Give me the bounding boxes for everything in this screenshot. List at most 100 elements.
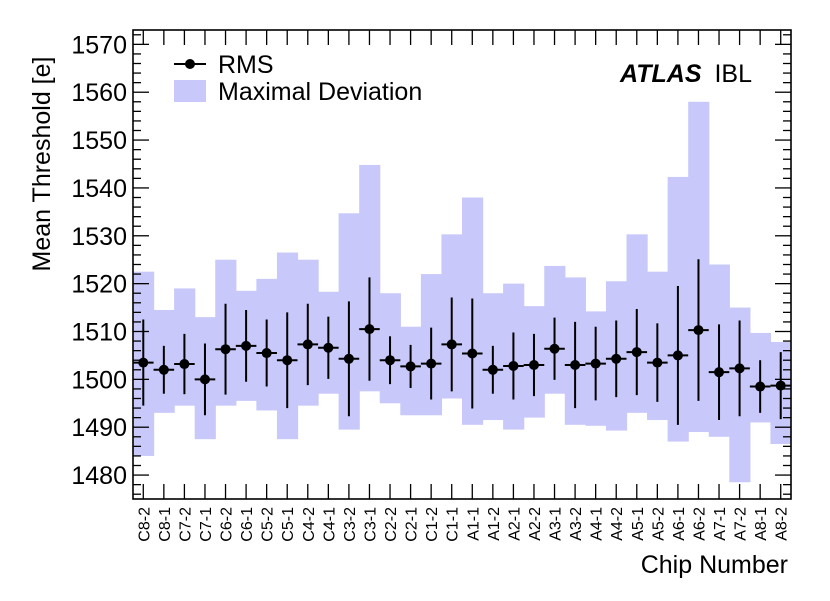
x-tick-label: A3-1 <box>548 507 565 541</box>
rms-marker <box>693 325 704 336</box>
rms-marker <box>714 367 725 378</box>
rms-point-group <box>256 319 277 387</box>
x-tick-label: A4-1 <box>589 507 606 541</box>
rms-point-group <box>729 320 750 417</box>
x-tick-label: A2-2 <box>527 507 544 541</box>
legend-deviation-swatch <box>174 80 206 102</box>
rms-point-group <box>379 336 401 385</box>
x-tick-label: A2-1 <box>506 507 523 541</box>
rms-point-group <box>194 343 216 416</box>
x-axis-title: Chip Number <box>641 551 788 579</box>
rms-marker <box>775 380 786 391</box>
rms-marker <box>302 339 313 350</box>
rms-marker <box>549 343 560 354</box>
y-tick-label: 1490 <box>71 414 127 442</box>
legend-deviation-label: Maximal Deviation <box>218 78 422 106</box>
rms-point-group <box>749 360 771 413</box>
rms-marker <box>138 357 149 368</box>
y-tick-label: 1540 <box>71 175 127 203</box>
x-tick-label: A3-2 <box>568 507 585 541</box>
rms-marker <box>755 381 766 392</box>
x-tick-label: C1-1 <box>445 507 462 542</box>
rms-marker <box>323 342 334 353</box>
rms-marker <box>487 364 498 375</box>
rms-point-group <box>174 333 195 395</box>
x-tick-label: C2-1 <box>404 507 421 542</box>
rms-marker <box>528 360 539 370</box>
x-tick-label: C7-2 <box>177 507 194 542</box>
experiment-label: ATLAS IBL <box>619 60 752 88</box>
rms-marker <box>158 364 169 375</box>
rms-point-group <box>276 312 298 409</box>
rms-marker <box>220 344 231 355</box>
rms-point-group <box>564 321 586 409</box>
x-tick-label: C5-2 <box>260 507 277 542</box>
y-tick-label: 1550 <box>71 127 127 155</box>
rms-marker <box>652 357 663 368</box>
rms-marker <box>631 347 642 358</box>
x-tick-label: A5-2 <box>650 507 667 541</box>
rms-marker <box>570 360 581 370</box>
x-tick-label: C8-1 <box>157 507 174 542</box>
x-tick-label: A5-1 <box>630 507 647 541</box>
rms-point-group <box>400 344 421 388</box>
x-tick-label: C8-2 <box>136 507 153 542</box>
y-tick-label: 1480 <box>71 462 127 490</box>
deviation-bands <box>133 101 792 483</box>
rms-marker <box>467 348 478 359</box>
rms-marker <box>590 358 601 369</box>
rms-point-group <box>153 345 175 394</box>
legend-rms-label: RMS <box>218 51 274 79</box>
rms-marker <box>508 360 519 371</box>
y-tick-label: 1510 <box>71 319 127 347</box>
x-tick-label: C6-2 <box>219 507 236 542</box>
rms-point-group <box>462 298 483 409</box>
x-tick-label: C6-1 <box>239 507 256 542</box>
x-tick-label: A1-1 <box>465 507 482 541</box>
rms-marker <box>672 350 683 361</box>
x-tick-label: A8-1 <box>753 507 770 541</box>
axes: 1480 1490 1500 1510 1520 1530 1540 1550 1560 1570… <box>71 29 792 542</box>
rms-point-group <box>605 320 627 398</box>
y-tick-label: 1520 <box>71 271 127 299</box>
y-tick-label: 1500 <box>71 366 127 394</box>
x-tick-label: C2-2 <box>383 507 400 542</box>
rms-point-group <box>441 297 462 392</box>
atlas-label: ATLAS <box>619 60 702 88</box>
x-tick-label: C4-2 <box>301 507 318 542</box>
legend: RMS Maximal Deviation <box>174 51 422 106</box>
x-tick-label: C3-2 <box>342 507 359 542</box>
rms-marker <box>364 324 375 335</box>
rms-point-group <box>708 324 730 421</box>
rms-points <box>133 259 791 425</box>
x-tick-label: C4-1 <box>321 507 338 542</box>
rms-marker <box>241 340 252 351</box>
rms-point-group <box>544 317 565 380</box>
y-tick-label: 1560 <box>71 79 127 107</box>
rms-point-group <box>770 352 791 420</box>
x-tick-label: A1-2 <box>486 507 503 541</box>
x-tick-label: C3-1 <box>362 507 379 542</box>
legend-rms-marker <box>185 59 195 69</box>
rms-marker <box>611 353 622 364</box>
rms-point-group <box>503 332 524 400</box>
rms-point-group <box>420 327 442 400</box>
rms-marker <box>446 339 457 350</box>
x-tick-label: A6-2 <box>691 507 708 541</box>
rms-point-group <box>688 259 709 401</box>
x-tick-label: C1-2 <box>424 507 441 542</box>
x-tick-label: C7-1 <box>198 507 215 542</box>
x-tick-label: A6-1 <box>671 507 688 541</box>
rms-point-group <box>235 309 257 382</box>
rms-point-group <box>647 323 668 402</box>
rms-point-group <box>523 333 545 397</box>
rms-point-group <box>359 277 380 381</box>
rms-marker <box>179 359 190 370</box>
ibl-label: IBL <box>714 60 752 88</box>
rms-point-group <box>297 303 319 386</box>
rms-point-group <box>338 301 360 417</box>
rms-point-group <box>585 326 606 401</box>
x-tick-label: C5-1 <box>280 507 297 542</box>
rms-point-group <box>318 316 339 379</box>
